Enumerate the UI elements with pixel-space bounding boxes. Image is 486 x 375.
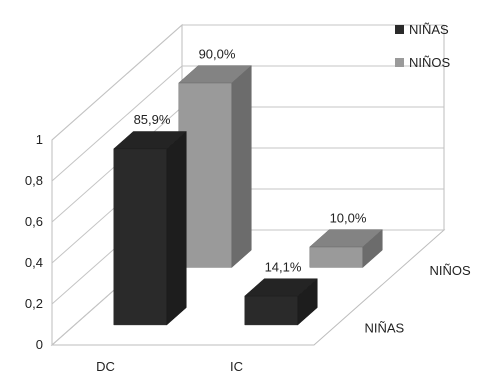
data-label: 90,0% xyxy=(199,46,236,61)
bar-top xyxy=(113,131,187,150)
depth-axis-label: NIÑAS xyxy=(365,320,405,335)
depth-axis-labels: NIÑAS NIÑOS xyxy=(365,263,472,336)
y-tick-label: 0,8 xyxy=(25,173,43,188)
bar-front xyxy=(244,295,299,326)
bar xyxy=(113,130,187,326)
legend-label: NIÑOS xyxy=(409,55,451,70)
legend-label: NIÑAS xyxy=(409,22,449,37)
bar-top xyxy=(309,229,383,248)
bar xyxy=(309,229,383,268)
gridline xyxy=(51,24,444,141)
gridline xyxy=(51,65,444,182)
depth-axis-label: NIÑOS xyxy=(430,263,472,278)
data-label: 10,0% xyxy=(330,210,367,225)
bar-side xyxy=(231,65,252,268)
legend: NIÑAS NIÑOS xyxy=(395,22,451,70)
x-axis-categories: DC IC xyxy=(96,359,243,374)
bar-top xyxy=(178,65,252,84)
bar-front xyxy=(113,148,168,326)
x-category-label: IC xyxy=(230,359,243,374)
data-labels: 90,0% 10,0% 85,9% 14,1% xyxy=(134,46,367,274)
y-tick-label: 0,2 xyxy=(25,296,43,311)
legend-swatch xyxy=(395,25,404,34)
bars xyxy=(113,65,383,326)
y-tick-label: 0,6 xyxy=(25,214,43,229)
bar-front xyxy=(309,246,364,268)
bar xyxy=(178,65,252,268)
data-label: 85,9% xyxy=(134,112,171,127)
x-category-label: DC xyxy=(96,359,115,374)
bar-side xyxy=(166,130,187,326)
bar-front xyxy=(178,82,233,268)
y-tick-label: 0 xyxy=(36,337,43,352)
data-label: 14,1% xyxy=(265,259,302,274)
y-axis-ticks: 0 0,2 0,4 0,6 0,8 1 xyxy=(25,132,43,352)
bar-top xyxy=(244,278,318,297)
y-tick-label: 0,4 xyxy=(25,255,43,270)
y-tick-label: 1 xyxy=(36,132,43,147)
legend-swatch xyxy=(395,58,404,67)
bar xyxy=(244,278,318,326)
